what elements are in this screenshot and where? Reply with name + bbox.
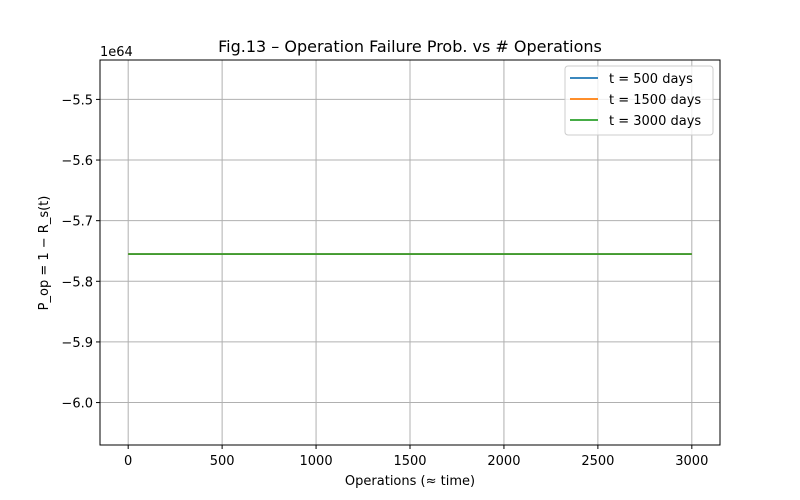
x-tick-label: 1000 xyxy=(300,454,333,469)
x-tick-label: 2000 xyxy=(487,454,520,469)
y-tick-label: −5.8 xyxy=(61,275,93,290)
y-tick-label: −5.5 xyxy=(61,93,93,108)
x-tick-label: 0 xyxy=(124,454,132,469)
y-tick-label: −5.9 xyxy=(61,336,93,351)
x-tick-label: 1500 xyxy=(393,454,426,469)
legend-label: t = 500 days xyxy=(609,72,693,87)
axis-ticks: 0 500 1000 1500 2000 2500 3000 −6.0 −5.9 −5.8 −5.7… xyxy=(61,93,708,469)
chart-title: Fig.13 – Operation Failure Prob. vs # Op… xyxy=(218,37,602,56)
y-tick-label: −5.7 xyxy=(61,215,93,230)
y-tick-label: −6.0 xyxy=(61,397,93,412)
x-tick-label: 2500 xyxy=(581,454,614,469)
y-tick-label: −5.6 xyxy=(61,154,93,169)
grid xyxy=(100,60,720,445)
x-tick-label: 3000 xyxy=(675,454,708,469)
y-offset-label: 1e64 xyxy=(100,45,133,60)
legend-box xyxy=(564,65,714,136)
legend-label: t = 3000 days xyxy=(609,114,701,129)
x-axis-label: Operations (≈ time) xyxy=(345,474,475,489)
x-tick-label: 500 xyxy=(210,454,235,469)
y-axis-label: P_op = 1 − R_s(t) xyxy=(37,196,52,311)
legend: t = 500 days t = 1500 days t = 3000 days xyxy=(564,65,714,136)
legend-label: t = 1500 days xyxy=(609,93,701,108)
